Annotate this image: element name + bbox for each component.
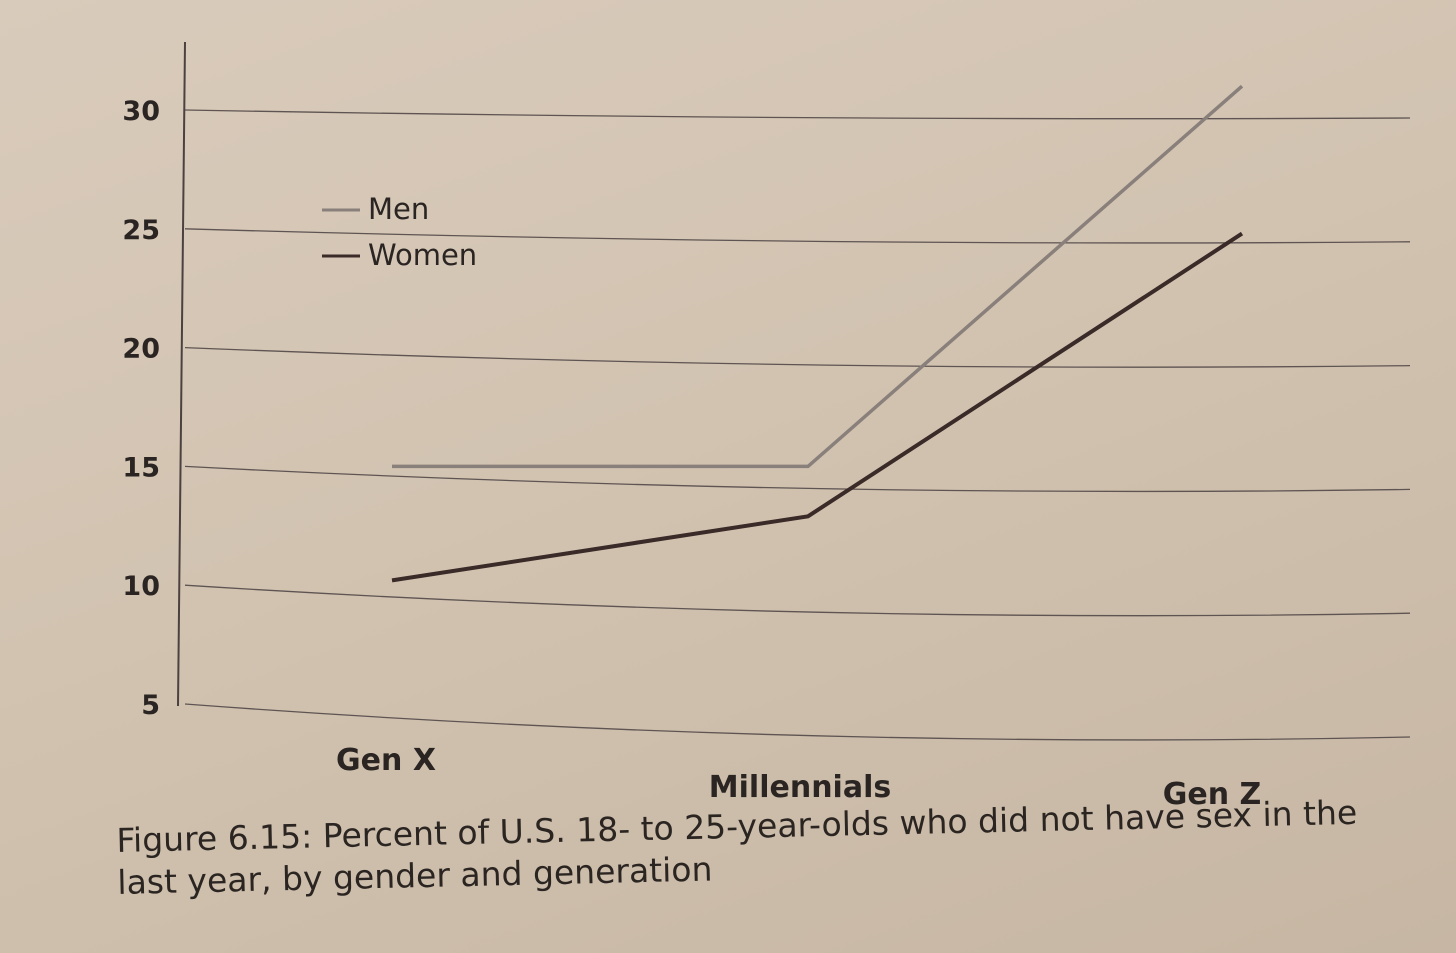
- x-axis-labels: Gen X Millennials Gen Z: [336, 743, 1261, 812]
- grid-line-10: [184, 584, 1411, 617]
- y-tick-label-10: 10: [122, 571, 160, 602]
- legend-label-men: Men: [368, 192, 429, 226]
- y-axis-line: [177, 41, 186, 707]
- grid-line-5: [184, 703, 1411, 741]
- grid-line-20: [184, 346, 1411, 368]
- y-tick-label-5: 5: [141, 690, 160, 721]
- y-axis-ticks: 5 10 15 20 25 30: [122, 96, 160, 721]
- x-category-label-gen-z: Gen Z: [1163, 777, 1262, 812]
- y-tick-label-30: 30: [122, 96, 160, 127]
- y-tick-label-20: 20: [122, 334, 160, 365]
- x-category-label-gen-x: Gen X: [336, 743, 436, 778]
- grid-line-15: [184, 465, 1411, 493]
- grid-lines: [184, 109, 1411, 741]
- legend-label-women: Women: [368, 238, 477, 272]
- legend: Men Women: [322, 192, 477, 272]
- series-lines: [391, 84, 1244, 583]
- series-line-women: [391, 231, 1244, 583]
- x-category-label-millennials: Millennials: [709, 770, 891, 805]
- grid-line-30: [184, 109, 1411, 120]
- series-line-men: [392, 84, 1244, 469]
- y-tick-label-25: 25: [122, 215, 160, 246]
- y-tick-label-15: 15: [122, 452, 160, 483]
